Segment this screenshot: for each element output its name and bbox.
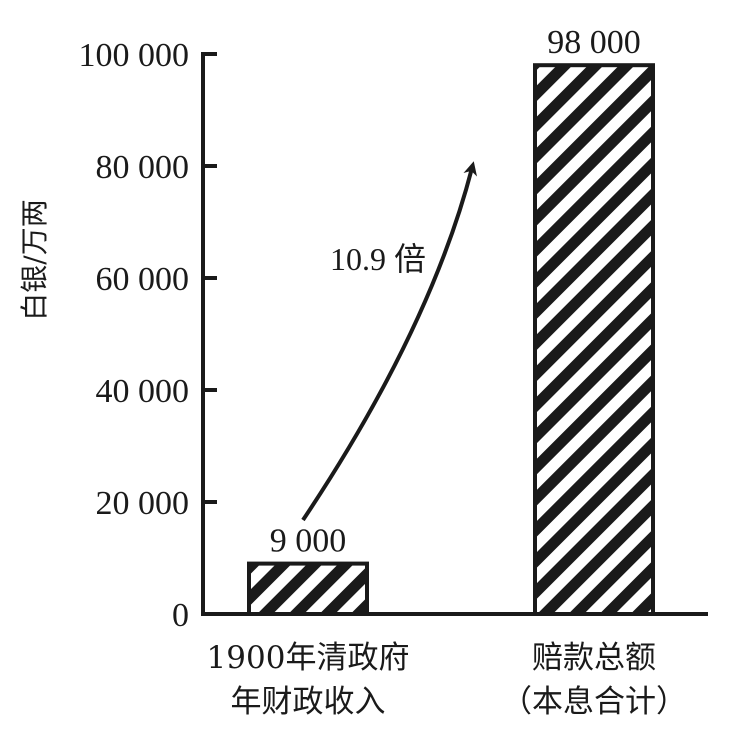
value-labels: 9 000 98 000	[270, 24, 641, 559]
category-label: 1900年清政府	[207, 640, 410, 676]
y-tick-label: 100 000	[79, 37, 190, 74]
bars	[247, 63, 655, 616]
y-tick-label: 20 000	[96, 485, 190, 522]
bar-value-label: 9 000	[270, 523, 347, 560]
y-axis-ticks: 0 20 000 40 000 60 000 80 000 100 000	[79, 37, 217, 634]
y-tick-label: 0	[172, 597, 189, 634]
growth-annotation: 10.9 倍	[330, 241, 426, 277]
category-label: （本息合计）	[501, 684, 687, 720]
bar-2	[533, 63, 655, 616]
category-label: 年财政收入	[231, 684, 386, 720]
category-label: 赔款总额	[532, 640, 656, 676]
y-axis-label: 白银/万两	[18, 199, 51, 320]
y-tick-label: 80 000	[96, 149, 190, 186]
growth-arrow	[301, 161, 478, 522]
y-tick-label: 40 000	[96, 373, 190, 410]
y-tick-label: 60 000	[96, 261, 190, 298]
bar-1	[247, 561, 369, 616]
bar-value-label: 98 000	[547, 24, 641, 61]
